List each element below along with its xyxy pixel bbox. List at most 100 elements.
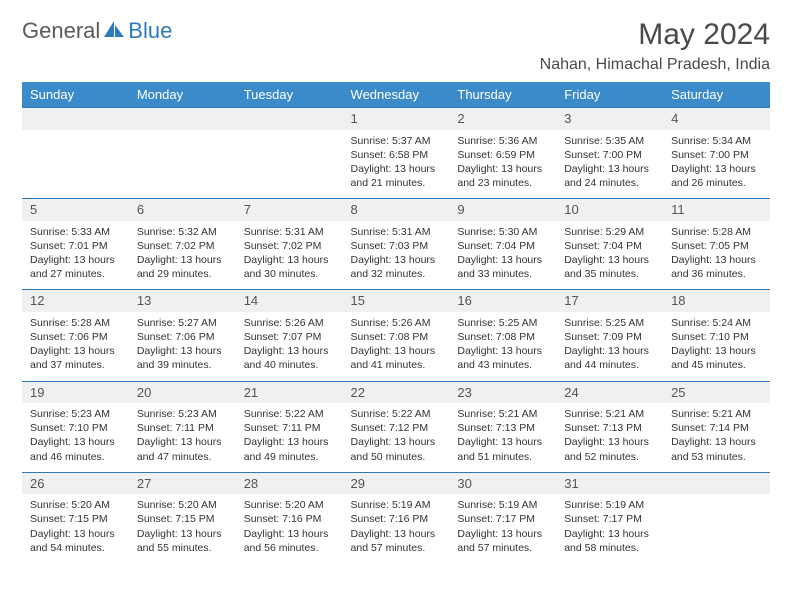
sunset-text: Sunset: 7:10 PM bbox=[671, 330, 762, 344]
day-number-cell bbox=[236, 108, 343, 130]
sunrise-text: Sunrise: 5:21 AM bbox=[457, 407, 548, 421]
day-number-cell: 6 bbox=[129, 199, 236, 221]
sunrise-text: Sunrise: 5:19 AM bbox=[564, 498, 655, 512]
sunset-text: Sunset: 7:12 PM bbox=[351, 421, 442, 435]
day-number-cell: 3 bbox=[556, 108, 663, 130]
weekday-header: Friday bbox=[556, 82, 663, 108]
sunrise-text: Sunrise: 5:28 AM bbox=[30, 316, 121, 330]
sunrise-text: Sunrise: 5:37 AM bbox=[351, 134, 442, 148]
sunset-text: Sunset: 7:00 PM bbox=[564, 148, 655, 162]
sunrise-text: Sunrise: 5:24 AM bbox=[671, 316, 762, 330]
sunrise-text: Sunrise: 5:33 AM bbox=[30, 225, 121, 239]
day-info-cell: Sunrise: 5:20 AMSunset: 7:15 PMDaylight:… bbox=[22, 494, 129, 563]
day-info-row: Sunrise: 5:28 AMSunset: 7:06 PMDaylight:… bbox=[22, 312, 770, 381]
sunset-text: Sunset: 7:14 PM bbox=[671, 421, 762, 435]
day-info-row: Sunrise: 5:33 AMSunset: 7:01 PM Daylight:… bbox=[22, 221, 770, 290]
day-info-row: Sunrise: 5:23 AMSunset: 7:10 PMDaylight:… bbox=[22, 403, 770, 472]
day-number-cell: 9 bbox=[449, 199, 556, 221]
daylight-text: Daylight: 13 hours and 39 minutes. bbox=[137, 344, 228, 372]
sunset-text: Sunset: 7:15 PM bbox=[137, 512, 228, 526]
day-number-cell: 29 bbox=[343, 472, 450, 494]
day-info-cell: Sunrise: 5:22 AMSunset: 7:12 PMDaylight:… bbox=[343, 403, 450, 472]
sunrise-text: Sunrise: 5:30 AM bbox=[457, 225, 548, 239]
sunset-text: Sunset: 7:16 PM bbox=[244, 512, 335, 526]
day-number-row: 262728293031 bbox=[22, 472, 770, 494]
sunrise-text: Sunrise: 5:20 AM bbox=[244, 498, 335, 512]
sunrise-text: Sunrise: 5:34 AM bbox=[671, 134, 762, 148]
day-number-cell: 25 bbox=[663, 381, 770, 403]
daylight-text: Daylight: 13 hours and 55 minutes. bbox=[137, 527, 228, 555]
daylight-text: Daylight: 13 hours and 40 minutes. bbox=[244, 344, 335, 372]
day-number-cell: 24 bbox=[556, 381, 663, 403]
day-number-cell: 23 bbox=[449, 381, 556, 403]
day-info-cell bbox=[663, 494, 770, 563]
day-info-cell: Sunrise: 5:30 AMSunset: 7:04 PMDaylight:… bbox=[449, 221, 556, 290]
day-info-cell: Sunrise: 5:24 AMSunset: 7:10 PMDaylight:… bbox=[663, 312, 770, 381]
daylight-text: Daylight: 13 hours and 51 minutes. bbox=[457, 435, 548, 463]
sunset-text: Sunset: 6:59 PM bbox=[457, 148, 548, 162]
daylight-text: Daylight: 13 hours and 49 minutes. bbox=[244, 435, 335, 463]
day-number-cell: 1 bbox=[343, 108, 450, 130]
daylight-text: Daylight: 13 hours and 35 minutes. bbox=[564, 253, 655, 281]
weekday-header-row: Sunday Monday Tuesday Wednesday Thursday… bbox=[22, 82, 770, 108]
sunrise-text: Sunrise: 5:20 AM bbox=[30, 498, 121, 512]
daylight-text: Daylight: 13 hours and 24 minutes. bbox=[564, 162, 655, 190]
day-info-cell: Sunrise: 5:34 AMSunset: 7:00 PMDaylight:… bbox=[663, 130, 770, 199]
weekday-header: Sunday bbox=[22, 82, 129, 108]
day-number-cell: 28 bbox=[236, 472, 343, 494]
day-info-cell: Sunrise: 5:26 AMSunset: 7:07 PMDaylight:… bbox=[236, 312, 343, 381]
sunrise-text: Sunrise: 5:20 AM bbox=[137, 498, 228, 512]
sunrise-text: Sunrise: 5:27 AM bbox=[137, 316, 228, 330]
brand-part2: Blue bbox=[128, 18, 172, 44]
sunrise-text: Sunrise: 5:21 AM bbox=[564, 407, 655, 421]
daylight-text: Daylight: 13 hours and 26 minutes. bbox=[671, 162, 762, 190]
day-info-cell: Sunrise: 5:20 AMSunset: 7:15 PMDaylight:… bbox=[129, 494, 236, 563]
header: General Blue May 2024 Nahan, Himachal Pr… bbox=[22, 18, 770, 74]
sunset-text: Sunset: 7:07 PM bbox=[244, 330, 335, 344]
day-number-cell bbox=[22, 108, 129, 130]
sunrise-text: Sunrise: 5:26 AM bbox=[351, 316, 442, 330]
day-info-cell: Sunrise: 5:37 AMSunset: 6:58 PMDaylight:… bbox=[343, 130, 450, 199]
day-number-cell: 5 bbox=[22, 199, 129, 221]
day-info-cell: Sunrise: 5:29 AMSunset: 7:04 PMDaylight:… bbox=[556, 221, 663, 290]
day-number-cell: 31 bbox=[556, 472, 663, 494]
daylight-text: Daylight: 13 hours and 56 minutes. bbox=[244, 527, 335, 555]
weekday-header: Wednesday bbox=[343, 82, 450, 108]
day-info-cell: Sunrise: 5:27 AMSunset: 7:06 PMDaylight:… bbox=[129, 312, 236, 381]
day-number-cell: 17 bbox=[556, 290, 663, 312]
day-info-cell bbox=[236, 130, 343, 199]
sunset-text: Sunset: 7:02 PM bbox=[244, 239, 335, 253]
day-info-cell: Sunrise: 5:23 AMSunset: 7:11 PMDaylight:… bbox=[129, 403, 236, 472]
day-info-cell bbox=[22, 130, 129, 199]
sunrise-text: Sunrise: 5:22 AM bbox=[244, 407, 335, 421]
day-info-cell: Sunrise: 5:19 AMSunset: 7:17 PMDaylight:… bbox=[449, 494, 556, 563]
weekday-header: Monday bbox=[129, 82, 236, 108]
day-number-cell: 22 bbox=[343, 381, 450, 403]
sunrise-text: Sunrise: 5:32 AM bbox=[137, 225, 228, 239]
weekday-header: Thursday bbox=[449, 82, 556, 108]
day-info-cell: Sunrise: 5:28 AMSunset: 7:06 PMDaylight:… bbox=[22, 312, 129, 381]
sunset-text: Sunset: 7:03 PM bbox=[351, 239, 442, 253]
day-number-cell: 18 bbox=[663, 290, 770, 312]
sunset-text: Sunset: 7:01 PM bbox=[30, 239, 121, 253]
month-title: May 2024 bbox=[540, 18, 770, 52]
sunset-text: Sunset: 7:13 PM bbox=[457, 421, 548, 435]
day-number-row: 12131415161718 bbox=[22, 290, 770, 312]
daylight-text: Daylight: 13 hours and 32 minutes. bbox=[351, 253, 442, 281]
day-number-cell: 2 bbox=[449, 108, 556, 130]
day-info-cell: Sunrise: 5:19 AMSunset: 7:16 PMDaylight:… bbox=[343, 494, 450, 563]
daylight-text: Daylight: 13 hours and 29 minutes. bbox=[137, 253, 228, 281]
day-info-cell bbox=[129, 130, 236, 199]
daylight-text: Daylight: 13 hours and 57 minutes. bbox=[351, 527, 442, 555]
day-number-cell bbox=[129, 108, 236, 130]
calendar-table: Sunday Monday Tuesday Wednesday Thursday… bbox=[22, 82, 770, 563]
day-number-cell: 14 bbox=[236, 290, 343, 312]
daylight-text: Daylight: 13 hours and 44 minutes. bbox=[564, 344, 655, 372]
day-number-cell: 10 bbox=[556, 199, 663, 221]
sunrise-text: Sunrise: 5:22 AM bbox=[351, 407, 442, 421]
day-info-cell: Sunrise: 5:35 AMSunset: 7:00 PMDaylight:… bbox=[556, 130, 663, 199]
sunrise-text: Sunrise: 5:31 AM bbox=[244, 225, 335, 239]
day-number-cell: 12 bbox=[22, 290, 129, 312]
day-info-cell: Sunrise: 5:25 AMSunset: 7:09 PMDaylight:… bbox=[556, 312, 663, 381]
day-info-cell: Sunrise: 5:36 AMSunset: 6:59 PMDaylight:… bbox=[449, 130, 556, 199]
